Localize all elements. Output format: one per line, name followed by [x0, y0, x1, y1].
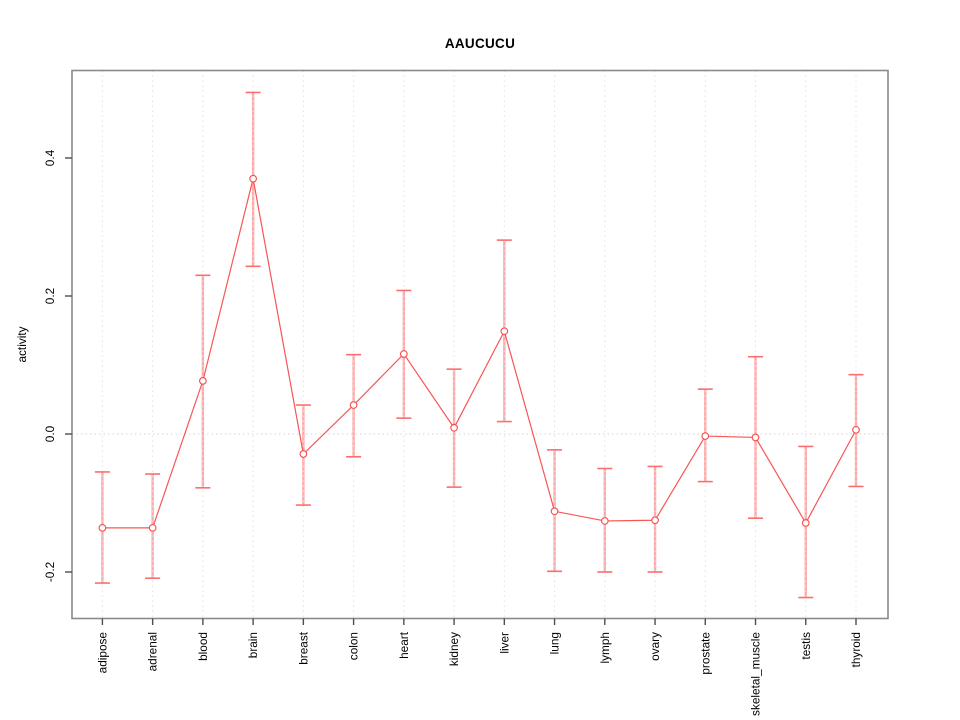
x-tick-label: liver: [497, 632, 511, 654]
data-point-marker: [399, 350, 408, 358]
x-tick-label: breast: [296, 631, 310, 665]
data-point-marker: [199, 376, 207, 385]
data-point-marker: [651, 516, 659, 525]
data-point-marker: [852, 425, 860, 434]
data-point-marker: [801, 519, 810, 527]
x-tick-label: heart: [397, 631, 411, 659]
series-line: [102, 178, 857, 529]
data-point-marker: [349, 401, 358, 409]
x-tick-label: lung: [548, 632, 562, 654]
x-tick-label: skeletal_muscle: [749, 632, 763, 716]
y-tick-label: 0.0: [43, 425, 57, 442]
y-axis-title: activity: [15, 326, 29, 362]
x-tick-label: ovary: [648, 632, 662, 661]
x-tick-label: blood: [196, 632, 210, 661]
data-point-marker: [751, 433, 760, 442]
y-tick-label: 0.2: [43, 288, 57, 304]
y-tick-label: 0.4: [43, 149, 57, 166]
data-point-marker: [450, 423, 458, 432]
plot-border: [71, 69, 889, 620]
x-tick-label: brain: [246, 632, 260, 658]
chart-title: AAUCUCU: [444, 36, 516, 51]
x-tick-label: testis: [799, 632, 813, 660]
x-tick-label: adrenal: [146, 632, 160, 671]
data-point-marker: [249, 174, 257, 183]
data-point-marker: [550, 507, 559, 516]
data-point-marker: [98, 523, 107, 532]
x-tick-label: adipose: [95, 632, 109, 674]
data-point-marker: [600, 517, 609, 525]
x-tick-label: prostate: [698, 632, 712, 675]
x-tick-label: thyroid: [849, 632, 863, 667]
data-point-marker: [148, 523, 157, 532]
data-point-marker: [500, 327, 509, 336]
data-point-marker: [299, 450, 308, 458]
x-tick-label: colon: [347, 632, 361, 660]
x-tick-label: kidney: [447, 632, 461, 666]
y-tick-label: -0.2: [43, 562, 57, 582]
data-point-marker: [701, 432, 710, 440]
x-tick-label: lymph: [598, 632, 612, 663]
